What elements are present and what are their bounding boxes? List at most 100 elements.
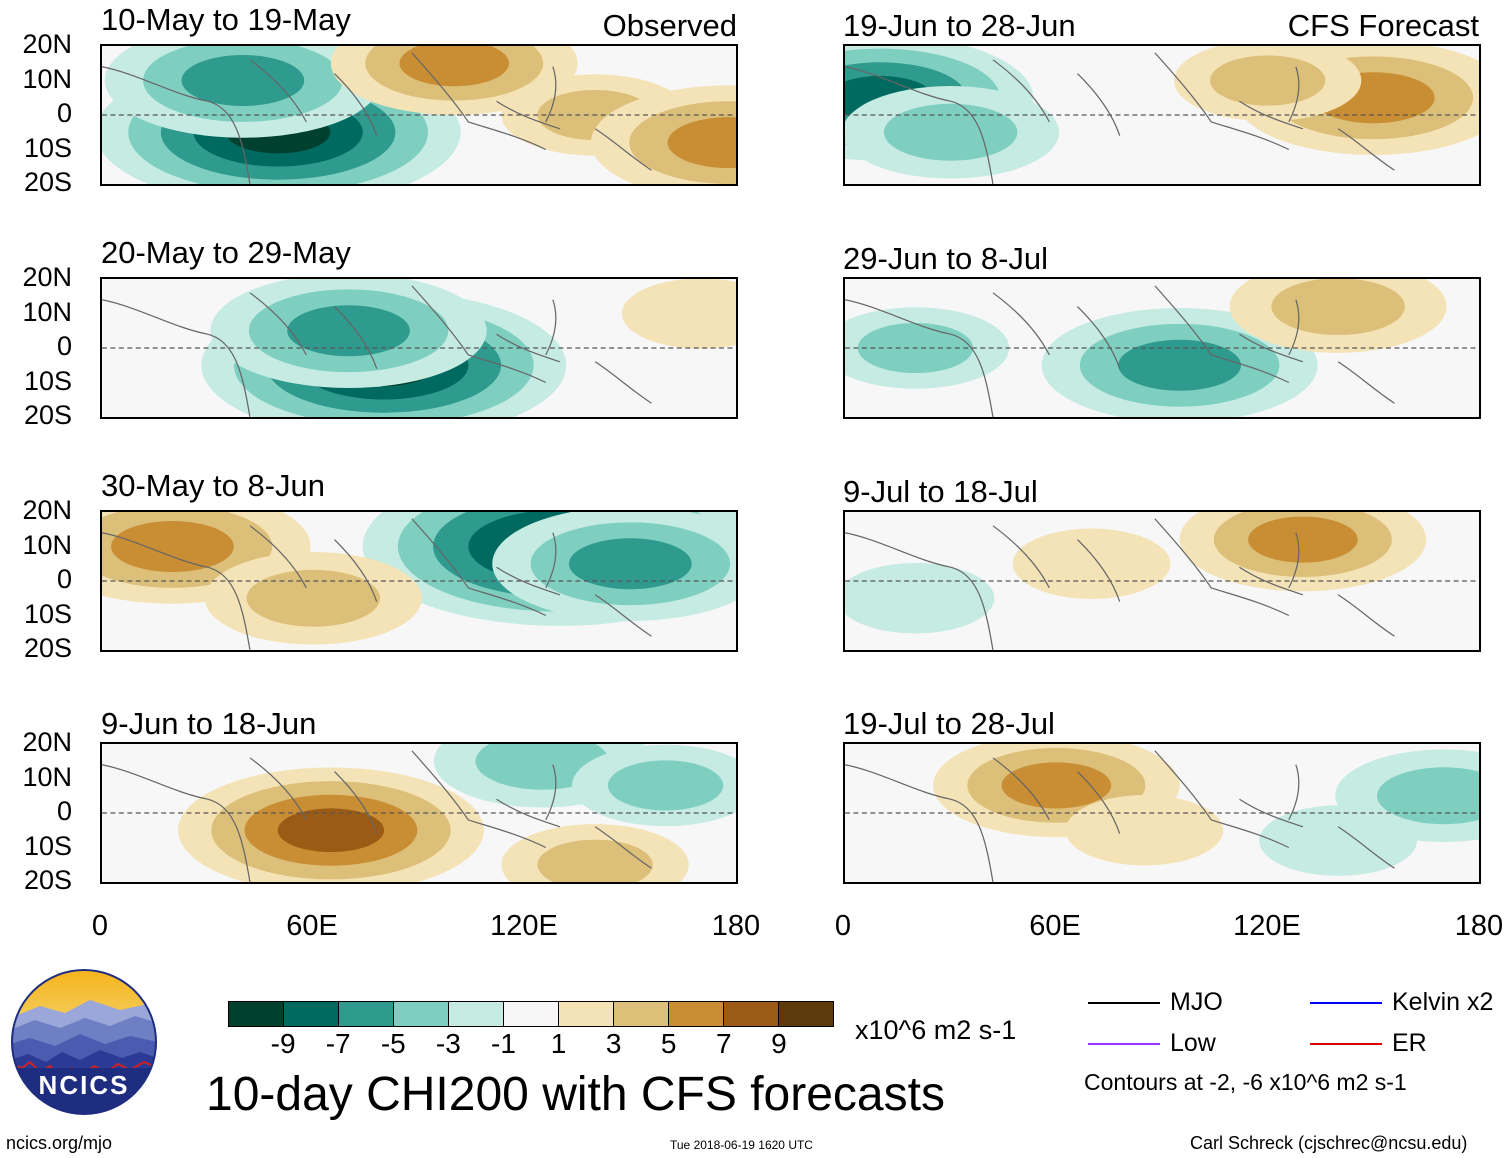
colorbar-tick-label: 3 — [605, 1028, 622, 1059]
anomaly-contour — [1210, 55, 1326, 106]
colorbar-units: x10^6 m2 s-1 — [855, 1015, 1017, 1045]
anomaly-contour — [246, 569, 381, 627]
colorbar-tick-label: 1 — [550, 1028, 567, 1059]
y-tick-label: 0 — [56, 564, 72, 594]
colorbar — [228, 1001, 834, 1027]
colorbar-swatch — [779, 1002, 833, 1026]
colorbar-swatch — [394, 1002, 449, 1026]
coastline — [845, 750, 1395, 882]
colorbar-swatch — [559, 1002, 614, 1026]
map-frame — [100, 44, 738, 186]
colorbar-swatch — [504, 1002, 559, 1026]
y-tick-label: 10S — [23, 365, 72, 396]
panel-title: 9-Jul to 18-Jul — [843, 474, 1038, 509]
x-tick-label: 120E — [490, 910, 558, 942]
logo-text: NCICS — [39, 1070, 130, 1100]
anomaly-contour — [667, 117, 736, 169]
panel-title: 19-Jul to 28-Jul — [843, 706, 1055, 741]
colorbar-swatch — [339, 1002, 394, 1026]
anomaly-map — [845, 744, 1479, 882]
colorbar-tick-label: 7 — [716, 1028, 732, 1059]
legend-line-mjo — [1088, 1002, 1160, 1004]
coastline — [845, 518, 1395, 650]
footer-url[interactable]: ncics.org/mjo — [6, 1133, 113, 1153]
anomaly-map — [845, 279, 1479, 417]
y-tick-label: 10N — [22, 761, 72, 792]
map-frame — [843, 742, 1481, 884]
coastline — [845, 285, 1395, 417]
colorbar-swatch — [724, 1002, 779, 1026]
panel-column-tag: CFS Forecast — [1287, 8, 1479, 43]
anomaly-contour — [621, 279, 736, 349]
legend-line-kelvin — [1310, 1002, 1382, 1004]
map-frame — [100, 510, 738, 652]
map-frame — [843, 277, 1481, 419]
x-tick-label: 180 — [1454, 910, 1504, 942]
x-tick-label: 0 — [834, 910, 852, 942]
anomaly-map — [102, 744, 736, 882]
legend-label-kelvin: Kelvin x2 — [1392, 988, 1494, 1016]
ncics-logo: NCICS — [10, 968, 158, 1116]
y-tick-label: 0 — [56, 98, 72, 128]
y-tick-label: 0 — [56, 796, 72, 826]
legend-label-er: ER — [1392, 1029, 1427, 1057]
anomaly-map — [102, 46, 736, 184]
anomaly-contour — [1001, 762, 1112, 809]
colorbar-tick-label: -7 — [325, 1028, 351, 1059]
panel-title: 9-Jun to 18-Jun — [101, 706, 317, 741]
anomaly-contour — [1065, 795, 1224, 866]
coastline — [102, 750, 652, 882]
coastline — [102, 52, 652, 184]
colorbar-swatch — [449, 1002, 504, 1026]
anomaly-contour — [883, 103, 1018, 161]
footer-credit: Carl Schreck (cjschrec@ncsu.edu) — [1190, 1133, 1468, 1153]
y-tick-label: 0 — [56, 331, 72, 361]
anomaly-contour — [607, 760, 724, 811]
anomaly-contour — [399, 46, 509, 87]
y-tick-label: 20N — [22, 495, 72, 525]
legend-label-low: Low — [1170, 1029, 1216, 1057]
legend-line-er — [1310, 1043, 1382, 1045]
x-tick-label: 120E — [1233, 910, 1301, 942]
anomaly-contour — [1012, 528, 1171, 599]
y-tick-label: 10S — [23, 830, 72, 861]
colorbar-tick-label: -5 — [380, 1028, 406, 1059]
colorbar-swatch — [614, 1002, 669, 1026]
footer-timestamp: Tue 2018-06-19 1620 UTC — [670, 1138, 813, 1152]
anomaly-contour — [181, 55, 305, 106]
panel-title: 29-Jun to 8-Jul — [843, 241, 1049, 276]
colorbar-tick-label: 9 — [771, 1028, 787, 1059]
coastline — [102, 518, 652, 650]
y-tick-label: 10S — [23, 132, 72, 163]
anomaly-map — [845, 46, 1479, 184]
x-tick-label: 180 — [711, 910, 761, 942]
anomaly-map — [845, 512, 1479, 650]
anomaly-contour — [1259, 805, 1418, 876]
legend-note: Contours at -2, -6 x10^6 m2 s-1 — [1084, 1069, 1407, 1095]
map-frame — [100, 277, 738, 419]
colorbar-tick-label: -1 — [491, 1028, 516, 1059]
x-tick-label: 60E — [286, 910, 338, 942]
y-tick-label: 10N — [22, 296, 72, 327]
anomaly-contour — [111, 521, 234, 572]
y-tick-label: 20N — [22, 727, 72, 757]
anomaly-contour — [568, 538, 692, 590]
y-tick-label: 20S — [23, 865, 72, 895]
panel-title: 30-May to 8-Jun — [101, 468, 325, 503]
coastline — [845, 52, 1395, 184]
panel-title: 20-May to 29-May — [101, 235, 351, 270]
panel-title: 10-May to 19-May — [101, 2, 351, 37]
map-frame — [100, 742, 738, 884]
y-tick-label: 20N — [22, 262, 72, 292]
x-tick-label: 60E — [1029, 910, 1081, 942]
y-tick-label: 20S — [23, 400, 72, 430]
map-frame — [843, 510, 1481, 652]
colorbar-swatch — [284, 1002, 339, 1026]
y-tick-label: 10N — [22, 63, 72, 94]
y-tick-label: 10S — [23, 598, 72, 629]
x-tick-label: 0 — [91, 910, 109, 942]
anomaly-map — [102, 279, 736, 417]
coastline — [102, 285, 652, 417]
colorbar-swatch — [669, 1002, 724, 1026]
anomaly-contour — [1377, 767, 1479, 825]
